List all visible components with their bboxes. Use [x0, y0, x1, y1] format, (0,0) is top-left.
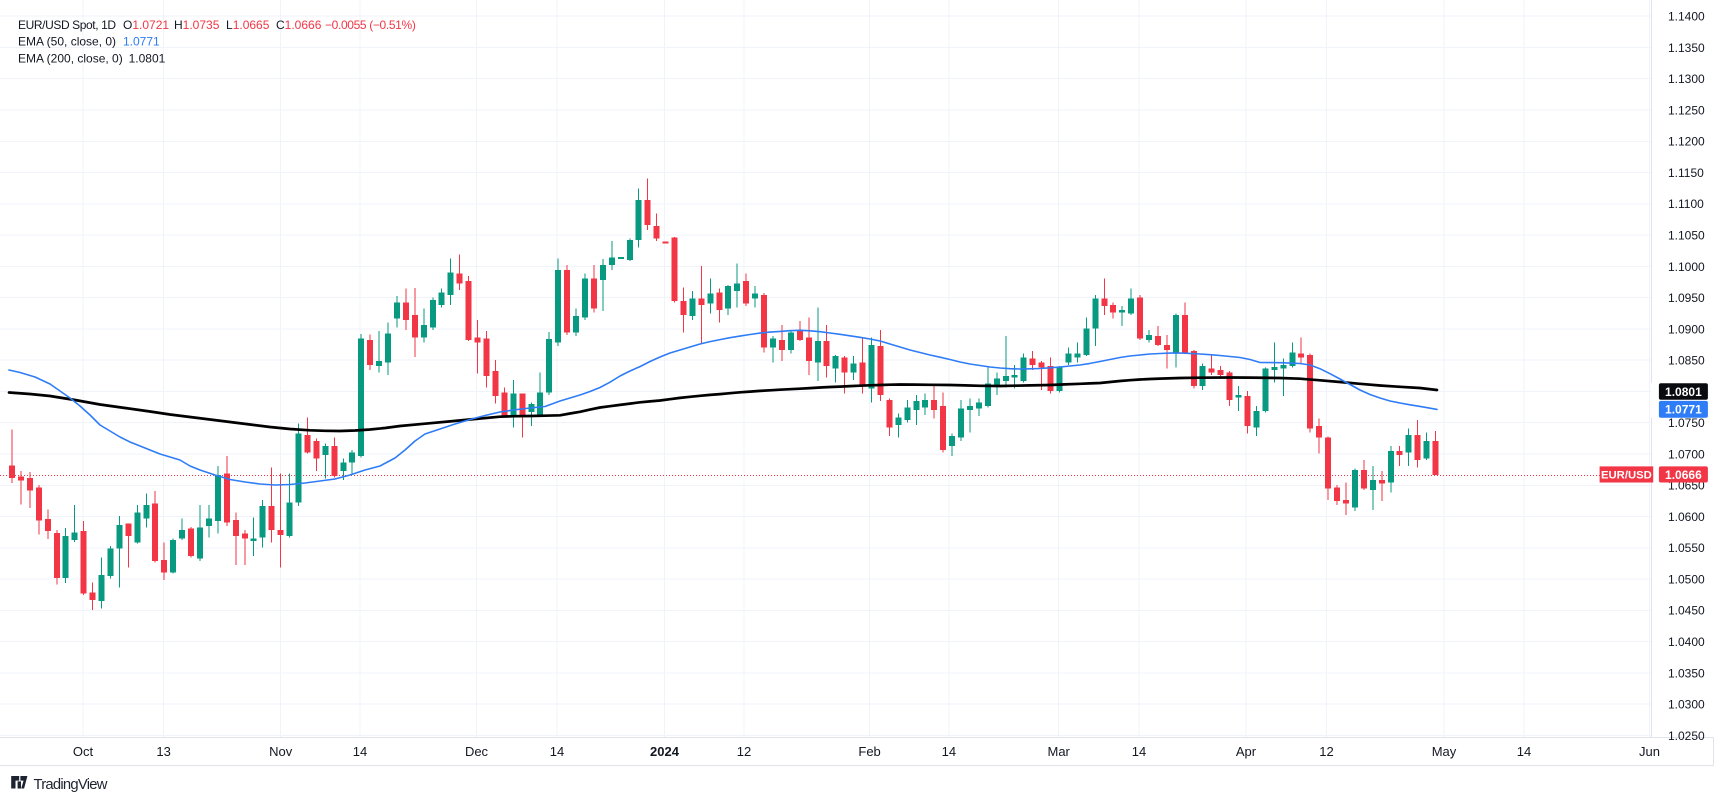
- svg-text:14: 14: [1132, 744, 1146, 759]
- svg-text:1.1150: 1.1150: [1668, 166, 1704, 180]
- svg-text:1.0500: 1.0500: [1668, 573, 1705, 587]
- svg-text:1.0350: 1.0350: [1668, 666, 1705, 680]
- svg-text:1.1350: 1.1350: [1668, 41, 1705, 55]
- svg-text:EUR/USD Spot, 1D: EUR/USD Spot, 1D: [18, 18, 116, 32]
- svg-text:14: 14: [1517, 744, 1531, 759]
- svg-text:1.0250: 1.0250: [1668, 729, 1705, 743]
- svg-text:C1.0666: C1.0666: [276, 18, 322, 32]
- svg-text:−0.0055 (−0.51%): −0.0055 (−0.51%): [325, 18, 416, 32]
- svg-text:Dec: Dec: [465, 744, 489, 759]
- svg-text:1.0950: 1.0950: [1668, 291, 1705, 305]
- svg-text:1.0771: 1.0771: [123, 35, 160, 49]
- svg-text:1.0900: 1.0900: [1668, 322, 1705, 336]
- svg-text:Mar: Mar: [1048, 744, 1071, 759]
- svg-text:Jun: Jun: [1639, 744, 1660, 759]
- svg-text:EMA (50, close, 0): EMA (50, close, 0): [18, 35, 116, 49]
- svg-text:1.0550: 1.0550: [1668, 541, 1705, 555]
- svg-text:12: 12: [1319, 744, 1333, 759]
- svg-text:Nov: Nov: [269, 744, 293, 759]
- svg-text:Oct: Oct: [73, 744, 94, 759]
- svg-text:1.0801: 1.0801: [129, 51, 166, 65]
- svg-text:1.0750: 1.0750: [1668, 416, 1705, 430]
- svg-text:1.1400: 1.1400: [1668, 10, 1705, 24]
- svg-text:1.0400: 1.0400: [1668, 635, 1705, 649]
- svg-text:Feb: Feb: [858, 744, 880, 759]
- svg-text:14: 14: [550, 744, 564, 759]
- svg-text:14: 14: [353, 744, 367, 759]
- svg-text:1.0450: 1.0450: [1668, 604, 1705, 618]
- svg-text:1.1200: 1.1200: [1668, 135, 1705, 149]
- svg-text:13: 13: [156, 744, 170, 759]
- svg-text:1.0801: 1.0801: [1665, 385, 1702, 399]
- svg-text:EMA (200, close, 0): EMA (200, close, 0): [18, 51, 123, 65]
- svg-text:1.1000: 1.1000: [1668, 260, 1705, 274]
- svg-text:1.1100: 1.1100: [1668, 197, 1704, 211]
- svg-text:1.0666: 1.0666: [1665, 468, 1702, 482]
- svg-text:Apr: Apr: [1236, 744, 1257, 759]
- svg-text:TradingView: TradingView: [34, 777, 108, 793]
- svg-text:1.0300: 1.0300: [1668, 698, 1705, 712]
- svg-text:12: 12: [737, 744, 751, 759]
- svg-text:EUR/USD: EUR/USD: [1601, 470, 1652, 482]
- svg-text:O1.0721: O1.0721: [123, 18, 169, 32]
- svg-text:1.0700: 1.0700: [1668, 447, 1705, 461]
- svg-text:1.1250: 1.1250: [1668, 103, 1705, 117]
- svg-text:1.0600: 1.0600: [1668, 510, 1705, 524]
- svg-text:L1.0665: L1.0665: [226, 18, 270, 32]
- svg-text:1.0771: 1.0771: [1665, 403, 1702, 417]
- svg-text:1.0850: 1.0850: [1668, 354, 1705, 368]
- svg-text:1.1050: 1.1050: [1668, 229, 1705, 243]
- svg-text:H1.0735: H1.0735: [174, 18, 220, 32]
- svg-text:14: 14: [942, 744, 956, 759]
- svg-text:May: May: [1432, 744, 1457, 759]
- svg-text:2024: 2024: [650, 744, 680, 759]
- svg-text:1.1300: 1.1300: [1668, 72, 1705, 86]
